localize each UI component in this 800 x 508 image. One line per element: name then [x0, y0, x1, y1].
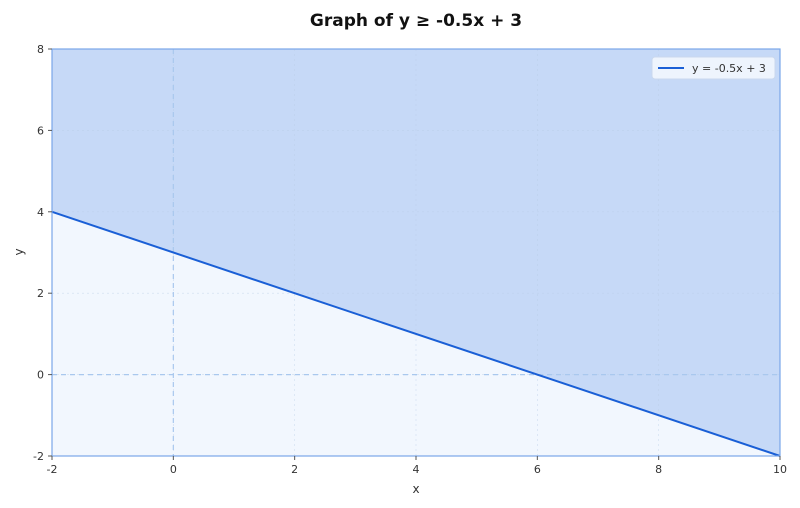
y-tick-label-1: 0 — [37, 369, 44, 382]
legend: y = -0.5x + 3 — [651, 56, 776, 80]
x-tick-label-2: 2 — [291, 463, 298, 476]
y-tick-label-4: 6 — [37, 124, 44, 137]
legend-entry: y = -0.5x + 3 — [692, 62, 766, 75]
y-tick-label-3: 4 — [37, 206, 44, 219]
y-tick-label-5: 8 — [37, 43, 44, 56]
legend-box — [651, 56, 776, 80]
y-axis-label: y — [12, 248, 26, 255]
zero-axis-lines — [52, 49, 780, 456]
x-axis-ticks: -2 0 2 4 6 8 10 — [47, 456, 787, 476]
y-axis-ticks: -2 0 2 4 6 8 — [33, 43, 52, 463]
chart-title: Graph of y ≥ -0.5x + 3 — [310, 11, 522, 31]
x-axis-label: x — [412, 482, 419, 496]
x-tick-label-4: 6 — [534, 463, 541, 476]
x-tick-label-0: -2 — [47, 463, 58, 476]
x-tick-label-3: 4 — [413, 463, 420, 476]
x-tick-label-6: 10 — [773, 463, 787, 476]
series-line — [51, 210, 781, 457]
shaded-region — [52, 49, 780, 456]
x-tick-label-1: 0 — [170, 463, 177, 476]
y-tick-label-2: 2 — [37, 287, 44, 300]
y-tick-label-0: -2 — [33, 450, 44, 463]
x-tick-label-5: 8 — [655, 463, 662, 476]
